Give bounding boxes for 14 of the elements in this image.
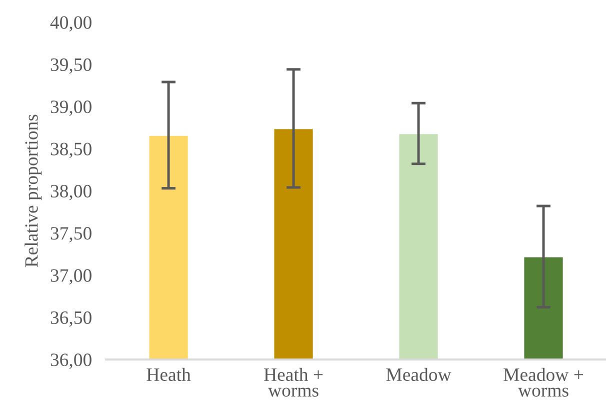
x-tick-label: Heath + worms: [264, 368, 323, 397]
x-tick-label: Heath: [146, 368, 191, 382]
y-tick-label: 36,50: [50, 311, 92, 327]
y-tick-label: 37,00: [50, 269, 92, 285]
y-tick-label: 39,50: [50, 58, 92, 74]
y-tick-label: 38,00: [50, 184, 92, 200]
y-tick-label: 40,00: [50, 16, 92, 32]
y-tick-label: 38,50: [50, 142, 92, 158]
y-tick-label: 37,50: [50, 227, 92, 242]
y-axis-title: Relative proportions: [24, 114, 42, 268]
x-tick-label: Meadow: [386, 368, 452, 382]
y-tick-label: 39,00: [50, 100, 92, 116]
y-tick-label: 36,00: [50, 354, 92, 369]
x-tick-label: Meadow + worms: [504, 368, 584, 397]
